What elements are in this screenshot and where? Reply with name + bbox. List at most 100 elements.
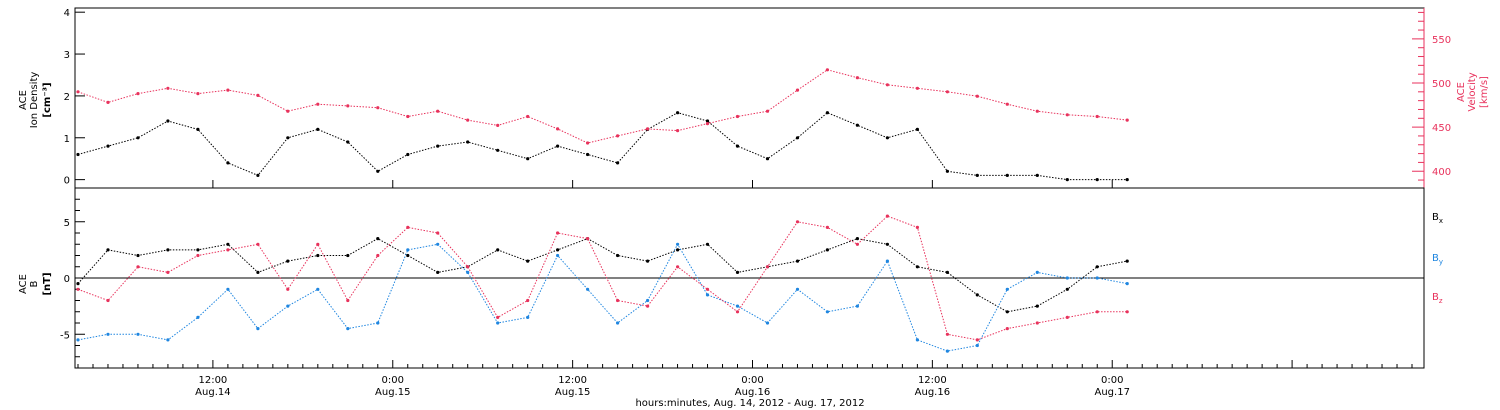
- by-legend: By: [1432, 253, 1443, 266]
- velocity-point: [316, 102, 320, 106]
- by-point: [556, 253, 560, 258]
- density-point: [616, 161, 620, 165]
- bx-point: [316, 253, 320, 258]
- density-tick-label: 3: [64, 50, 70, 61]
- velocity-point: [496, 123, 500, 127]
- bx-point: [286, 259, 290, 263]
- velocity-point: [526, 114, 530, 119]
- bz-point: [196, 253, 200, 258]
- density-point: [825, 111, 830, 115]
- x-axis-title: hours:minutes, Aug. 14, 2012 - Aug. 17, …: [635, 398, 864, 409]
- bz-point: [316, 242, 320, 246]
- bz-point: [436, 231, 440, 235]
- bz-point: [166, 270, 170, 274]
- mag-left-axis-unit: [nT]: [42, 272, 53, 295]
- bz-point: [795, 220, 800, 224]
- bz-point: [1065, 315, 1069, 319]
- by-point: [1095, 276, 1099, 280]
- velocity-point: [376, 106, 380, 110]
- by-point: [825, 310, 830, 314]
- density-point: [106, 144, 110, 148]
- by-point: [136, 332, 140, 336]
- bx-legend-subscript: x: [1439, 217, 1443, 225]
- by-point: [765, 321, 770, 325]
- velocity-point: [196, 92, 200, 96]
- by-point: [975, 343, 979, 348]
- x-axis-ticks: 12:00Aug.140:00Aug.1512:00Aug.150:00Aug.…: [77, 180, 1413, 398]
- density-point: [795, 136, 800, 140]
- bz-point: [1005, 327, 1009, 331]
- density-tick-label: 4: [64, 8, 70, 19]
- bz-point: [526, 298, 530, 303]
- velocity-point: [795, 88, 800, 92]
- bx-series-line: [77, 238, 1128, 313]
- bz-point: [76, 287, 80, 291]
- x-tick-day-label: Aug.16: [915, 387, 950, 398]
- density-tick-label: 0: [64, 176, 70, 187]
- density-point: [556, 144, 560, 148]
- bz-point: [406, 225, 410, 229]
- bz-point: [556, 231, 560, 235]
- velocity-point: [406, 114, 410, 119]
- velocity-point: [855, 76, 860, 80]
- by-point: [945, 349, 950, 353]
- x-tick-time-label: 12:00: [558, 375, 587, 386]
- bz-point: [106, 298, 110, 303]
- bx-point: [106, 248, 110, 252]
- velocity-point: [825, 68, 830, 72]
- density-point: [1005, 173, 1009, 177]
- x-tick-day-label: Aug.16: [735, 387, 770, 398]
- bx-point: [226, 242, 230, 246]
- density-tick-label: 2: [64, 92, 70, 103]
- bz-point: [286, 287, 290, 291]
- x-tick-time-label: 12:00: [198, 375, 227, 386]
- bx-point: [1125, 259, 1129, 263]
- x-tick-time-label: 0:00: [1101, 375, 1123, 386]
- b-tick-label: 5: [64, 218, 70, 229]
- velocity-point: [646, 127, 650, 131]
- density-point: [196, 127, 200, 131]
- velocity-tick-label: 400: [1432, 167, 1451, 178]
- bx-point: [556, 248, 560, 252]
- density-point: [496, 148, 500, 152]
- by-point: [106, 332, 110, 336]
- magnetic-field-panel: -5 0 5: [60, 187, 1425, 369]
- bz-legend: Bz: [1432, 292, 1443, 305]
- density-point: [286, 136, 290, 140]
- bx-point: [885, 242, 890, 246]
- bz-point: [825, 225, 830, 229]
- velocity-point: [765, 109, 770, 113]
- plasma-left-axis-label-line2: Ion Density: [29, 72, 40, 129]
- bx-point: [915, 265, 920, 269]
- velocity-series-line: [77, 69, 1128, 144]
- density-point: [1095, 178, 1099, 182]
- velocity-point: [556, 127, 560, 131]
- bx-point: [945, 270, 950, 274]
- by-point: [1005, 287, 1009, 291]
- velocity-point: [705, 122, 710, 126]
- density-point: [406, 152, 410, 157]
- velocity-point: [945, 90, 950, 94]
- density-tick-label: 1: [64, 134, 70, 145]
- by-point: [226, 287, 230, 291]
- bx-point: [1065, 287, 1069, 291]
- plasma-right-axis-label-line1: ACE: [1456, 82, 1467, 102]
- bx-legend: Bx: [1432, 212, 1443, 225]
- velocity-point: [735, 114, 740, 119]
- plasma-left-axis-label-line1: ACE: [18, 90, 29, 110]
- velocity-point: [885, 83, 890, 87]
- bz-point: [466, 265, 470, 269]
- x-tick-day-label: Aug.17: [1095, 387, 1130, 398]
- velocity-point: [136, 92, 140, 96]
- by-point: [616, 321, 620, 325]
- bx-point: [1095, 265, 1099, 269]
- by-point: [436, 242, 440, 246]
- by-point: [316, 287, 320, 291]
- velocity-point: [226, 88, 230, 92]
- bx-point: [436, 270, 440, 274]
- density-point: [466, 140, 470, 144]
- density-point: [76, 152, 80, 157]
- density-point: [705, 119, 710, 123]
- by-point: [1065, 276, 1069, 280]
- bz-point: [646, 304, 650, 308]
